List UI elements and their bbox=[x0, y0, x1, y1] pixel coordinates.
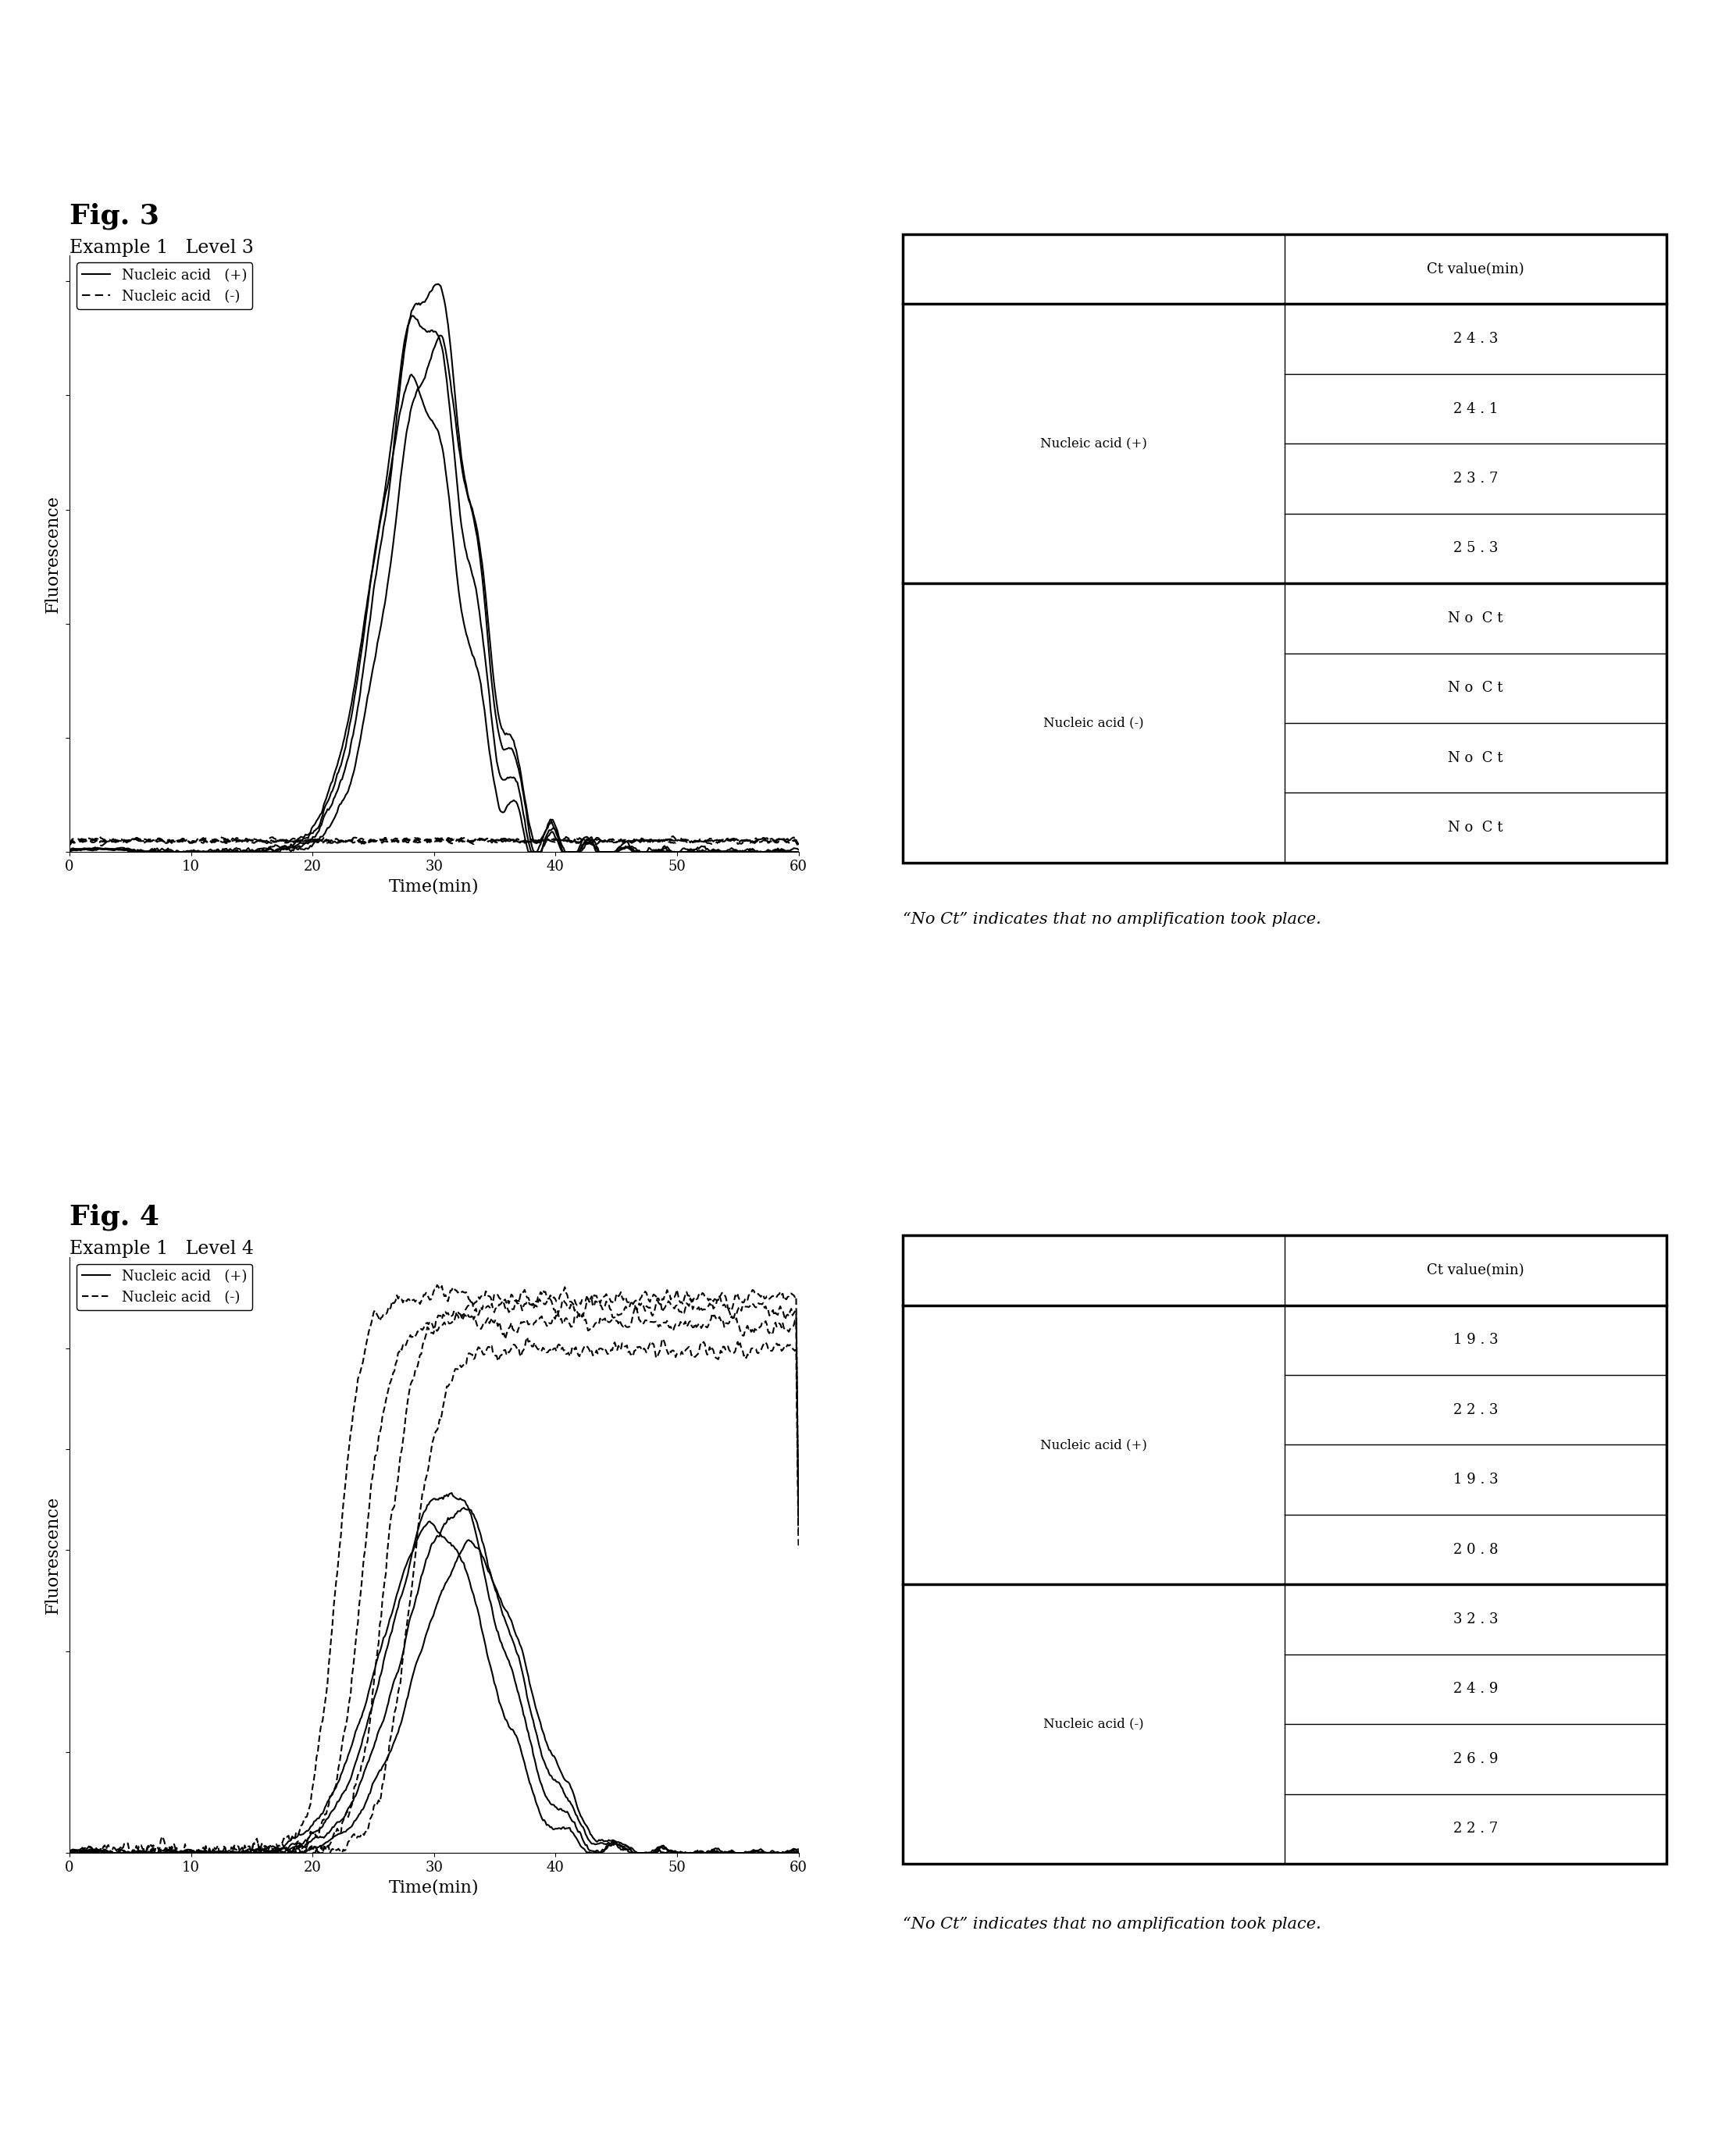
Text: 3 2 . 3: 3 2 . 3 bbox=[1453, 1612, 1498, 1627]
X-axis label: Time(min): Time(min) bbox=[389, 878, 479, 895]
Text: Fig. 3: Fig. 3 bbox=[69, 202, 160, 230]
Legend: Nucleic acid   (+), Nucleic acid   (-): Nucleic acid (+), Nucleic acid (-) bbox=[76, 262, 252, 309]
Text: Example 1   Level 3: Example 1 Level 3 bbox=[69, 239, 253, 256]
Text: Ct value(min): Ct value(min) bbox=[1427, 262, 1524, 277]
Legend: Nucleic acid   (+), Nucleic acid   (-): Nucleic acid (+), Nucleic acid (-) bbox=[76, 1263, 252, 1310]
X-axis label: Time(min): Time(min) bbox=[389, 1879, 479, 1896]
Text: 2 0 . 8: 2 0 . 8 bbox=[1453, 1542, 1498, 1557]
Text: Fig. 4: Fig. 4 bbox=[69, 1203, 160, 1231]
Text: N o  C t: N o C t bbox=[1448, 820, 1503, 835]
Y-axis label: Fluorescence: Fluorescence bbox=[43, 494, 61, 613]
Text: 2 4 . 3: 2 4 . 3 bbox=[1453, 332, 1498, 345]
Y-axis label: Fluorescence: Fluorescence bbox=[43, 1495, 61, 1615]
Text: 2 4 . 9: 2 4 . 9 bbox=[1453, 1683, 1498, 1695]
Text: 2 3 . 7: 2 3 . 7 bbox=[1453, 471, 1498, 486]
Text: N o  C t: N o C t bbox=[1448, 752, 1503, 765]
Text: Nucleic acid (-): Nucleic acid (-) bbox=[1043, 1717, 1144, 1732]
Text: “No Ct” indicates that no amplification took place.: “No Ct” indicates that no amplification … bbox=[903, 1917, 1321, 1932]
Text: N o  C t: N o C t bbox=[1448, 611, 1503, 626]
Text: 2 6 . 9: 2 6 . 9 bbox=[1453, 1753, 1498, 1766]
Text: Nucleic acid (+): Nucleic acid (+) bbox=[1040, 1438, 1147, 1451]
Text: 1 9 . 3: 1 9 . 3 bbox=[1453, 1333, 1498, 1346]
Text: Ct value(min): Ct value(min) bbox=[1427, 1263, 1524, 1278]
Text: “No Ct” indicates that no amplification took place.: “No Ct” indicates that no amplification … bbox=[903, 912, 1321, 927]
Text: Nucleic acid (-): Nucleic acid (-) bbox=[1043, 716, 1144, 731]
Text: 2 5 . 3: 2 5 . 3 bbox=[1453, 541, 1498, 556]
Text: 2 4 . 1: 2 4 . 1 bbox=[1453, 403, 1498, 415]
Text: 1 9 . 3: 1 9 . 3 bbox=[1453, 1472, 1498, 1487]
Text: Example 1   Level 4: Example 1 Level 4 bbox=[69, 1240, 253, 1257]
Text: 2 2 . 3: 2 2 . 3 bbox=[1453, 1404, 1498, 1416]
Text: Nucleic acid (+): Nucleic acid (+) bbox=[1040, 437, 1147, 449]
Text: 2 2 . 7: 2 2 . 7 bbox=[1453, 1821, 1498, 1836]
Text: N o  C t: N o C t bbox=[1448, 682, 1503, 694]
